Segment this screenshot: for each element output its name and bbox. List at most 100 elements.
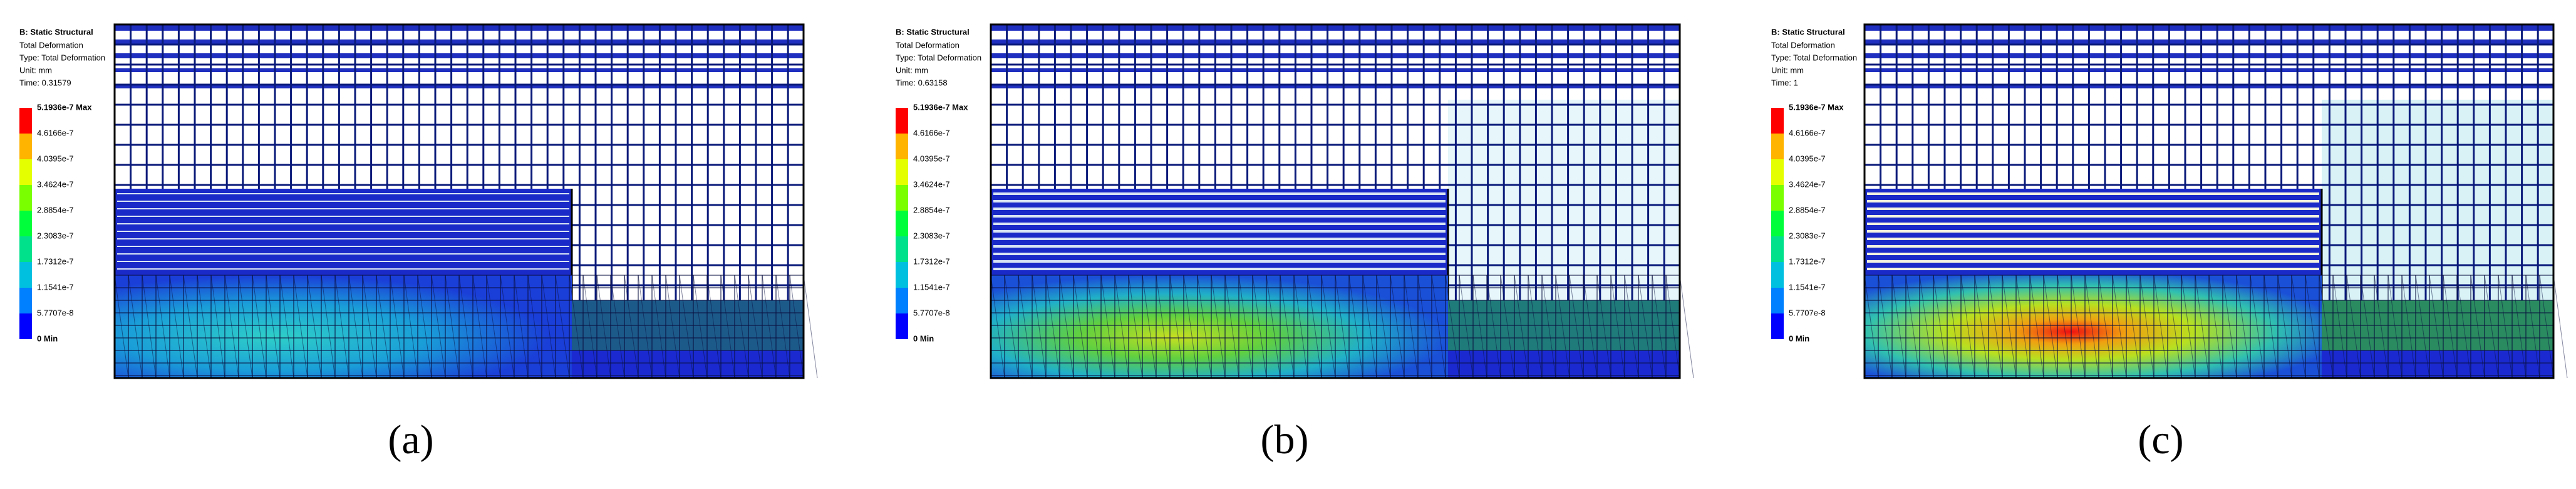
legend-line: Type: Total Deformation xyxy=(19,53,105,62)
tri-line xyxy=(252,275,267,379)
tri-line xyxy=(1280,275,1295,379)
tri-line xyxy=(665,275,680,379)
tri-line xyxy=(1610,275,1625,379)
tri-line xyxy=(390,275,405,379)
legend-line: Unit: mm xyxy=(1771,65,1804,75)
scale-label: 2.3083e-7 xyxy=(913,231,950,240)
solid-right-base xyxy=(2322,350,2553,378)
scale-label: 4.0395e-7 xyxy=(913,154,950,163)
legend-title: B: Static Structural xyxy=(1771,27,1845,36)
scale-label: 1.7312e-7 xyxy=(37,256,74,266)
tri-line xyxy=(1933,275,1948,379)
tri-line xyxy=(2263,275,2279,379)
tri-line xyxy=(734,275,749,379)
colorbar-band xyxy=(896,159,908,185)
tri-line xyxy=(1472,275,1487,379)
colorbar-band xyxy=(1771,159,1784,185)
tri-line xyxy=(1624,275,1639,379)
tri-line xyxy=(1541,275,1556,379)
tri-line xyxy=(651,275,666,379)
scale-label: 1.7312e-7 xyxy=(1789,256,1826,266)
tri-line xyxy=(748,275,763,379)
solid-right-base xyxy=(572,350,804,378)
tri-line xyxy=(693,275,708,379)
colorbar-band xyxy=(19,159,32,185)
solid-right-base xyxy=(1448,350,1680,378)
scale-label: 4.6166e-7 xyxy=(1789,128,1826,137)
colorbar-band xyxy=(19,313,32,339)
panel: B: Static Structural Total Deformation Typ… xyxy=(1771,23,2568,463)
tri-line xyxy=(1197,275,1212,379)
tri-line xyxy=(1891,275,1906,379)
mesh-band xyxy=(115,85,804,88)
tri-line xyxy=(2401,275,2416,379)
tri-line xyxy=(458,275,473,379)
tri-line xyxy=(2208,275,2223,379)
colorbar-band xyxy=(896,262,908,288)
tri-line xyxy=(1679,275,1694,379)
colorbar-band xyxy=(19,288,32,313)
scale-label: 1.7312e-7 xyxy=(913,256,950,266)
tri-line xyxy=(1045,275,1060,379)
tri-line xyxy=(2277,275,2292,379)
legend-line: Unit: mm xyxy=(19,65,52,75)
tri-line xyxy=(990,275,1005,379)
tri-line xyxy=(486,275,501,379)
tri-line xyxy=(2153,275,2168,379)
colorbar-band xyxy=(19,236,32,262)
tri-line xyxy=(1183,275,1198,379)
tri-line xyxy=(1335,275,1350,379)
tri-line xyxy=(1238,275,1253,379)
colorbar-band xyxy=(896,108,908,134)
tri-line xyxy=(1059,275,1074,379)
scale-label: 4.6166e-7 xyxy=(37,128,74,137)
scale-label: 4.0395e-7 xyxy=(1789,154,1826,163)
scale-label: 3.4624e-7 xyxy=(913,179,950,189)
colorbar-band xyxy=(1771,313,1784,339)
tri-line xyxy=(1569,275,1584,379)
tri-line xyxy=(775,275,790,379)
tri-line xyxy=(2098,275,2113,379)
scale-label: 4.0395e-7 xyxy=(37,154,74,163)
colorbar-band xyxy=(1771,288,1784,313)
tri-line xyxy=(2250,275,2265,379)
tri-line xyxy=(1128,275,1143,379)
tri-line xyxy=(541,275,556,379)
tri-line xyxy=(569,275,584,379)
tri-line xyxy=(1142,275,1157,379)
tri-line xyxy=(2071,275,2086,379)
tri-line xyxy=(706,275,722,379)
tri-line xyxy=(2511,275,2527,379)
tri-line xyxy=(1974,275,1989,379)
tri-line xyxy=(2456,275,2471,379)
legend-line: Type: Total Deformation xyxy=(1771,53,1857,62)
tri-line xyxy=(293,275,308,379)
tri-line xyxy=(1988,275,2003,379)
tri-line xyxy=(2043,275,2058,379)
tri-line xyxy=(307,275,322,379)
tri-line xyxy=(1864,275,1879,379)
tri-line xyxy=(500,275,515,379)
tri-line xyxy=(2470,275,2485,379)
mesh-outline xyxy=(990,23,1681,379)
legend-line: Total Deformation xyxy=(1771,40,1835,50)
tri-line xyxy=(155,275,170,379)
colorbar-band xyxy=(19,211,32,236)
tri-line xyxy=(1596,275,1611,379)
tri-line xyxy=(1947,275,1962,379)
tri-line xyxy=(514,275,529,379)
mesh-band xyxy=(115,24,804,31)
mesh-band xyxy=(1865,68,2553,72)
legend-line: Unit: mm xyxy=(896,65,928,75)
tri-line xyxy=(2429,275,2444,379)
tri-line xyxy=(1638,275,1653,379)
tri-line xyxy=(2387,275,2403,379)
tri-line xyxy=(321,275,336,379)
colorbar-band xyxy=(19,262,32,288)
scale-label: 1.1541e-7 xyxy=(913,282,950,292)
tri-line xyxy=(1032,275,1047,379)
tri-line xyxy=(789,275,804,379)
tri-line xyxy=(1321,275,1336,379)
tri-line xyxy=(1390,275,1405,379)
tri-line xyxy=(803,275,818,379)
